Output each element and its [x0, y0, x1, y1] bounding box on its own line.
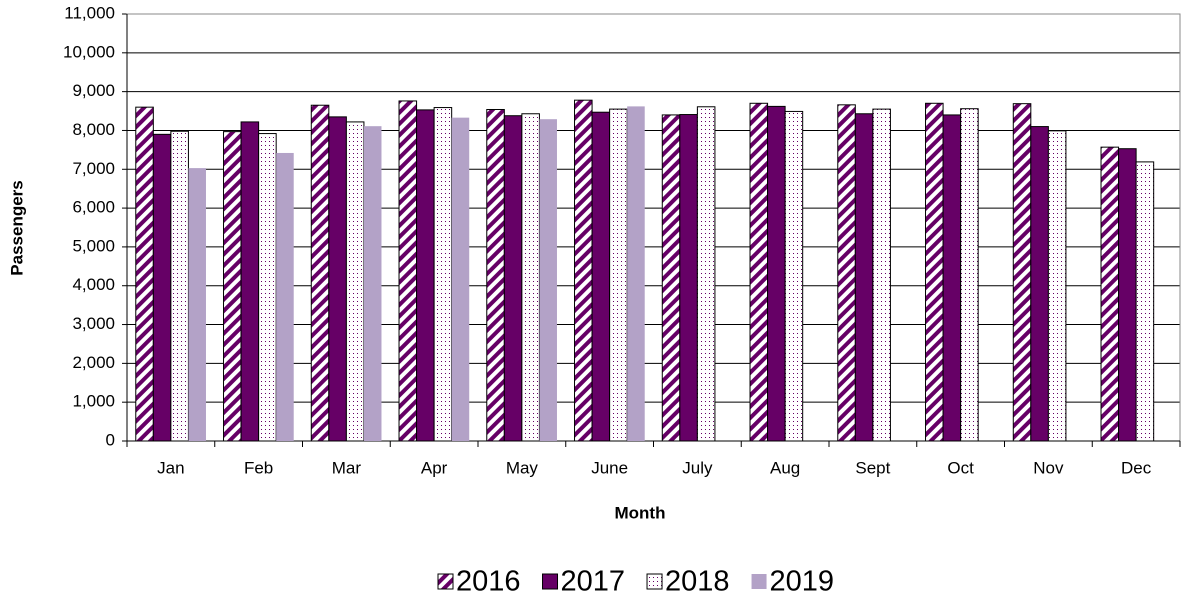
bar — [276, 152, 294, 441]
y-tick-label: 3,000 — [72, 314, 115, 333]
x-tick-label: Oct — [947, 458, 974, 477]
bar — [1012, 103, 1032, 442]
bar — [345, 121, 365, 442]
bar — [574, 99, 593, 442]
y-tick-label: 10,000 — [63, 42, 115, 61]
bar — [398, 100, 418, 442]
legend-swatch — [542, 573, 559, 590]
y-tick-label: 7,000 — [72, 159, 115, 178]
y-axis-title: Passengers — [7, 180, 26, 275]
bar — [152, 133, 172, 442]
legend-label: 2016 — [456, 566, 521, 598]
bar — [696, 106, 716, 442]
bar — [854, 113, 874, 442]
legend-label: 2018 — [665, 566, 730, 598]
x-tick-label: June — [591, 458, 628, 477]
bar — [240, 121, 260, 442]
bar — [486, 108, 505, 442]
bar — [416, 109, 435, 442]
bar — [872, 108, 891, 442]
bar — [749, 102, 769, 442]
y-tick-label: 0 — [106, 430, 115, 449]
bar — [609, 108, 628, 442]
bar — [1030, 126, 1049, 442]
legend-swatch — [646, 573, 663, 590]
x-tick-label: Sept — [855, 458, 890, 477]
legend-label: 2019 — [770, 566, 835, 598]
y-tick-label: 1,000 — [72, 392, 115, 411]
y-tick-label: 2,000 — [72, 353, 115, 372]
bar — [539, 119, 557, 442]
x-tick-label: May — [506, 458, 539, 477]
bar — [837, 104, 856, 442]
bar — [925, 102, 944, 442]
bar — [363, 126, 382, 442]
x-tick-label: July — [682, 458, 713, 477]
bar — [661, 114, 681, 442]
x-axis-title: Month — [615, 503, 666, 522]
legend-swatch — [751, 574, 767, 589]
bar — [1100, 146, 1120, 442]
x-tick-label: Nov — [1033, 458, 1064, 477]
bar — [135, 106, 154, 442]
legend-swatch — [437, 573, 454, 590]
x-tick-label: Mar — [332, 458, 362, 477]
y-tick-label: 5,000 — [72, 236, 115, 255]
bar — [188, 168, 206, 441]
bar — [170, 130, 189, 442]
y-tick-label: 11,000 — [64, 3, 115, 22]
bar — [942, 114, 962, 442]
x-tick-label: Dec — [1121, 458, 1152, 477]
bar — [521, 113, 540, 442]
bar — [627, 106, 645, 442]
y-tick-label: 8,000 — [72, 120, 115, 139]
x-tick-label: Apr — [421, 458, 448, 477]
bar — [451, 117, 470, 442]
bar — [223, 131, 242, 442]
bar — [503, 115, 523, 442]
bar — [433, 107, 453, 442]
bar — [1135, 161, 1155, 442]
legend-label: 2017 — [561, 566, 626, 598]
x-tick-label: Jan — [157, 458, 184, 477]
y-tick-label: 4,000 — [72, 275, 115, 294]
bar — [591, 111, 611, 442]
x-tick-label: Feb — [244, 458, 273, 477]
bar — [310, 104, 330, 442]
bar — [960, 108, 979, 442]
bar — [1118, 148, 1137, 442]
x-tick-label: Aug — [770, 458, 800, 477]
bar — [784, 110, 804, 442]
y-tick-label: 9,000 — [72, 81, 115, 100]
bar — [767, 105, 786, 442]
bar — [328, 116, 347, 442]
y-tick-label: 6,000 — [72, 198, 115, 217]
bar — [679, 114, 698, 442]
bar — [258, 133, 277, 442]
bar — [1047, 130, 1067, 442]
